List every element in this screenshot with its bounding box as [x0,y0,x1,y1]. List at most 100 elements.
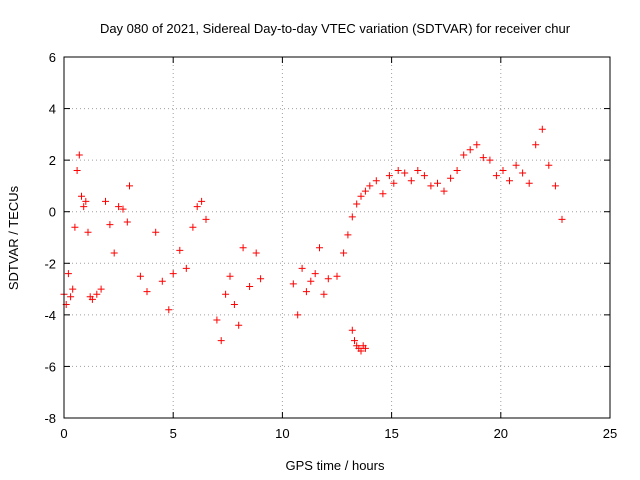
data-point [385,172,393,180]
data-point [222,290,230,298]
data-point [372,177,380,185]
x-tick-label: 15 [384,426,398,441]
data-point [226,272,234,280]
data-point [189,223,197,231]
data-point [390,179,398,187]
axis-ticks: 0 5 10 15 20 25 -8 -6 -4 -2 0 2 4 6 [44,50,617,441]
data-point [532,141,540,149]
data-point [379,190,387,198]
data-point [407,177,415,185]
data-point [115,203,123,211]
y-axis-label: SDTVAR / TECUs [6,185,21,290]
data-point [340,249,348,257]
data-point [239,244,247,252]
y-tick-label: 4 [49,102,56,117]
x-tick-label: 25 [603,426,617,441]
data-point [217,337,225,345]
data-point [246,283,254,290]
data-point [427,182,435,190]
data-point [366,182,374,190]
data-point [252,249,260,257]
data-point [126,182,133,190]
data-point [440,187,448,195]
data-point [447,174,455,182]
data-point [353,200,361,208]
y-tick-label: 6 [49,50,56,65]
data-point [182,264,190,272]
data-point [538,125,546,133]
data-point [333,272,341,280]
data-point [257,275,265,283]
data-point [80,203,88,211]
data-point [361,344,369,352]
data-point [466,146,474,154]
data-point [119,205,127,213]
plot-frame [63,56,611,419]
y-tick-label: -8 [44,411,56,426]
data-point [64,270,72,278]
data-point [202,215,210,223]
data-point [235,321,243,329]
y-tick-label: 0 [49,205,56,220]
data-point [344,231,352,239]
data-point [460,151,468,159]
data-point [169,270,177,278]
data-point [75,151,83,159]
x-tick-label: 5 [170,426,177,441]
data-point [357,192,365,200]
data-point [545,161,553,169]
x-tick-label: 0 [60,426,67,441]
data-point [492,172,500,180]
data-point [401,169,409,177]
data-point [176,246,184,254]
data-point [351,337,358,345]
data-point [311,270,319,278]
x-axis-label: GPS time / hours [286,458,385,473]
data-point [512,161,520,169]
chart-title: Day 080 of 2021, Sidereal Day-to-day VTE… [100,21,571,36]
data-point [394,167,402,174]
data-point [123,218,131,226]
data-point [357,347,365,355]
data-point [499,167,507,174]
data-point [198,197,206,205]
data-point [519,169,527,177]
data-point [324,275,332,283]
data-point [414,167,422,174]
data-point [97,285,105,293]
data-point [558,215,566,223]
data-point [78,192,85,200]
data-point [110,249,118,257]
data-point [69,285,77,293]
data-point [434,179,441,187]
data-point [348,213,356,221]
data-point [71,223,79,231]
data-point [348,326,356,334]
data-point [136,272,144,280]
data-point [158,277,166,285]
data-points [60,125,566,355]
data-point [307,277,315,285]
data-point [102,197,109,205]
x-tick-label: 10 [275,426,289,441]
data-point [361,187,369,195]
data-point [473,141,481,149]
data-point [67,293,75,301]
data-point [420,172,428,180]
data-point [106,221,114,229]
data-point [82,197,90,205]
grid-lines [64,57,610,418]
y-tick-label: 2 [49,153,56,168]
data-point [93,290,101,298]
data-point [316,244,323,252]
data-point [152,228,160,236]
data-point [230,301,238,308]
y-tick-label: -6 [44,359,56,374]
data-point [506,177,513,185]
y-tick-label: -4 [44,308,56,323]
data-point [486,156,494,164]
data-point [84,228,92,236]
data-point [294,311,302,319]
data-point [165,306,173,314]
